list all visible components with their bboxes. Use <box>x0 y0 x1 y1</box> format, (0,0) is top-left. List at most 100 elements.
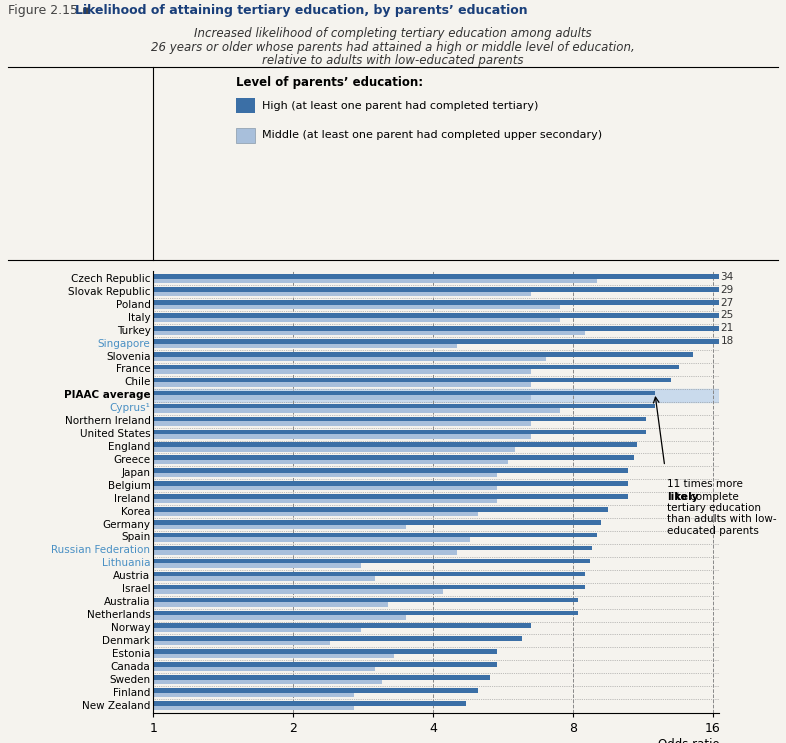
Bar <box>153 507 608 512</box>
Text: 18: 18 <box>721 337 733 346</box>
Bar <box>153 395 531 400</box>
Text: Korea: Korea <box>121 507 150 516</box>
Text: Poland: Poland <box>116 300 150 310</box>
Bar <box>153 486 498 490</box>
Bar <box>153 318 560 322</box>
Bar <box>153 326 777 331</box>
Text: Increased likelihood of completing tertiary education among adults: Increased likelihood of completing terti… <box>194 27 592 40</box>
Text: likely: likely <box>667 492 698 502</box>
Bar <box>153 300 786 305</box>
Bar <box>153 649 498 654</box>
X-axis label: Odds ratio: Odds ratio <box>658 738 719 743</box>
Text: Estonia: Estonia <box>112 649 150 659</box>
Text: Turkey: Turkey <box>116 325 150 336</box>
Text: 25: 25 <box>721 311 733 320</box>
Bar <box>153 417 646 421</box>
Bar <box>153 512 478 516</box>
Text: Spain: Spain <box>121 533 150 542</box>
Bar <box>153 421 531 426</box>
Bar <box>153 628 361 632</box>
Bar <box>153 481 628 486</box>
Text: Russian Federation: Russian Federation <box>51 545 150 556</box>
Bar <box>153 339 747 343</box>
Bar <box>153 499 498 503</box>
Text: Cyprus¹: Cyprus¹ <box>109 403 150 413</box>
Bar <box>153 343 457 348</box>
Bar <box>153 288 786 292</box>
Text: Figure 2.15 ▪: Figure 2.15 ▪ <box>8 4 94 16</box>
Text: Czech Republic: Czech Republic <box>71 274 150 284</box>
Text: Canada: Canada <box>111 662 150 672</box>
Text: Sweden: Sweden <box>109 675 150 684</box>
Bar <box>153 654 395 658</box>
Text: Netherlands: Netherlands <box>86 610 150 620</box>
Bar <box>153 666 375 671</box>
Text: Middle (at least one parent had completed upper secondary): Middle (at least one parent had complete… <box>262 130 602 140</box>
Bar <box>153 403 655 408</box>
Bar <box>153 520 601 525</box>
Bar <box>153 292 531 296</box>
Bar <box>153 331 586 335</box>
Text: Northern Ireland: Northern Ireland <box>64 416 150 426</box>
Text: Finland: Finland <box>113 687 150 698</box>
Bar <box>153 623 531 628</box>
Text: New Zealand: New Zealand <box>82 701 150 710</box>
Text: Australia: Australia <box>104 597 150 607</box>
Bar <box>153 675 490 680</box>
Bar <box>153 662 498 666</box>
Bar <box>153 279 597 284</box>
Bar <box>153 429 646 434</box>
Bar <box>153 571 586 577</box>
Bar <box>153 551 457 555</box>
Text: France: France <box>116 364 150 374</box>
Bar <box>153 546 593 551</box>
Text: Israel: Israel <box>122 584 150 594</box>
Text: Chile: Chile <box>124 377 150 387</box>
Text: 27: 27 <box>721 297 733 308</box>
Text: Lithuania: Lithuania <box>102 558 150 568</box>
Bar <box>153 455 634 460</box>
Bar <box>153 468 628 473</box>
Bar <box>153 357 546 361</box>
Bar <box>153 692 354 697</box>
Text: 34: 34 <box>721 272 733 282</box>
Text: High (at least one parent had completed tertiary): High (at least one parent had completed … <box>262 100 538 111</box>
Text: United States: United States <box>80 429 150 439</box>
Bar <box>153 597 578 602</box>
Text: Slovak Republic: Slovak Republic <box>68 287 150 297</box>
Bar <box>153 494 628 499</box>
Bar <box>153 537 470 542</box>
Bar <box>153 611 578 615</box>
Bar <box>153 274 786 279</box>
Bar <box>153 525 406 529</box>
Text: 26 years or older whose parents had attained a high or middle level of education: 26 years or older whose parents had atta… <box>151 41 635 53</box>
Bar <box>153 680 382 684</box>
Bar <box>153 434 531 438</box>
Bar <box>153 585 586 589</box>
Bar <box>153 641 330 646</box>
Text: Belgium: Belgium <box>108 481 150 491</box>
Bar <box>153 636 522 641</box>
Bar <box>153 473 498 477</box>
Text: to complete: to complete <box>673 492 739 502</box>
Bar <box>153 589 443 594</box>
Bar <box>153 460 508 464</box>
Bar <box>153 369 531 374</box>
Bar <box>153 352 693 357</box>
Text: 21: 21 <box>721 323 733 334</box>
Bar <box>153 615 406 620</box>
Text: England: England <box>108 442 150 452</box>
Text: Slovenia: Slovenia <box>106 351 150 362</box>
Bar <box>153 391 655 395</box>
Bar <box>153 383 531 387</box>
Bar <box>153 389 719 402</box>
Text: Greece: Greece <box>113 455 150 465</box>
Text: Norway: Norway <box>111 623 150 633</box>
Text: relative to adults with low-educated parents: relative to adults with low-educated par… <box>263 54 523 67</box>
Bar <box>153 706 354 710</box>
Text: 29: 29 <box>721 285 733 295</box>
Bar <box>153 314 786 318</box>
Text: Japan: Japan <box>122 468 150 478</box>
Text: Germany: Germany <box>102 519 150 530</box>
Text: Austria: Austria <box>113 571 150 581</box>
